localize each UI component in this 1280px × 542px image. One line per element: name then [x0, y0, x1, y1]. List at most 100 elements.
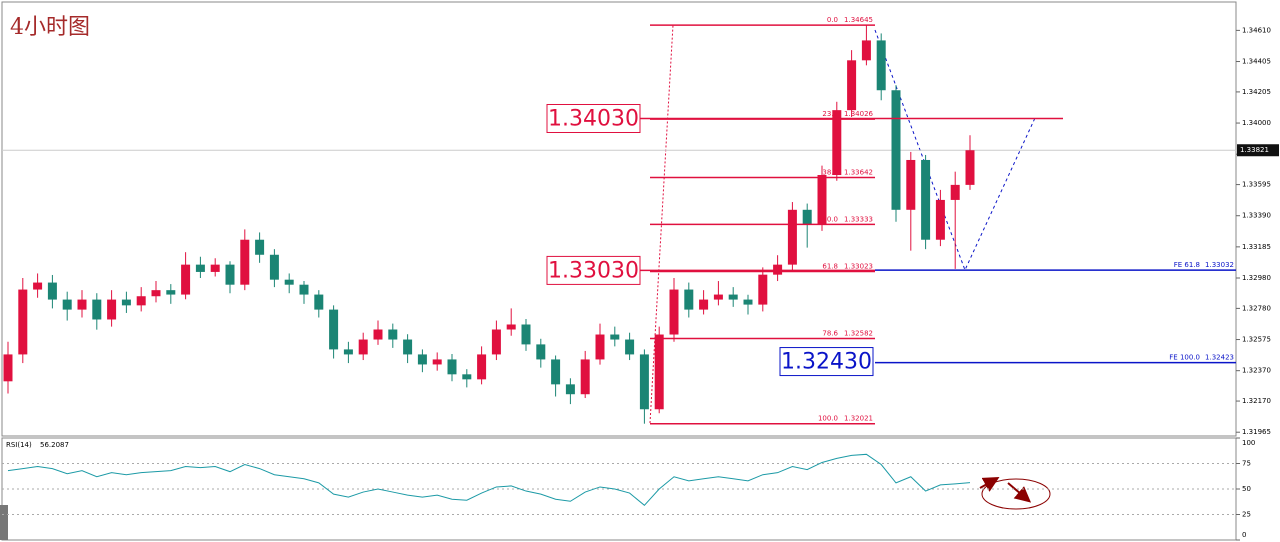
candle-body: [107, 299, 117, 320]
candle-body: [965, 150, 975, 185]
y-tick-label: 1.33595: [1242, 181, 1271, 189]
candle-body: [47, 282, 57, 300]
candle-body: [151, 290, 161, 297]
candle-body: [136, 296, 146, 306]
level-label: 1.33030: [548, 258, 639, 283]
candle-body: [876, 40, 886, 91]
fib-level: 38.2: [822, 168, 838, 176]
candle-body: [284, 279, 294, 285]
y-tick-label: 1.33185: [1242, 243, 1271, 251]
candle-body: [491, 329, 501, 355]
y-tick-label: 1.34205: [1242, 88, 1271, 96]
y-tick-label: 1.32780: [1242, 304, 1271, 312]
rsi-current: 56.2087: [40, 441, 69, 449]
y-tick-label: 1.34610: [1242, 26, 1271, 34]
candle-body: [388, 329, 398, 340]
y-tick-label: 1.32980: [1242, 274, 1271, 282]
candle-body: [847, 60, 857, 111]
candle-body: [462, 374, 472, 380]
candle-body: [906, 159, 916, 210]
candle-body: [195, 264, 205, 272]
fib-price: 1.33023: [844, 262, 873, 270]
candle-body: [18, 289, 28, 355]
candle-body: [669, 289, 679, 335]
y-tick-label: 1.31965: [1242, 428, 1271, 436]
fib-level: 50.0: [822, 215, 838, 223]
candle-body: [343, 349, 353, 355]
fib-level: 61.8: [822, 262, 838, 270]
main-panel: [1, 1, 1237, 437]
candle-body: [773, 264, 783, 275]
candle-body: [891, 90, 901, 210]
candle-body: [447, 359, 457, 375]
candle-body: [950, 184, 960, 200]
candle-body: [358, 339, 368, 355]
candle-body: [817, 175, 827, 225]
candle-body: [654, 334, 664, 410]
fib-level: 100.0: [818, 415, 838, 423]
candle-body: [166, 290, 176, 295]
candle-body: [758, 274, 768, 305]
fe-price: 1.32423: [1205, 354, 1234, 362]
candle-body: [802, 209, 812, 225]
fib-price: 1.34026: [844, 110, 873, 118]
y-tick-label: 1.34000: [1242, 119, 1271, 127]
level-box: [546, 103, 641, 133]
candle-body: [639, 354, 649, 410]
candle-body: [861, 40, 871, 61]
candle-body: [728, 294, 738, 300]
candle-body: [477, 354, 487, 380]
rsi-tick-label: 0: [1242, 531, 1246, 539]
rsi-tick-label: 50: [1242, 485, 1251, 493]
candle-body: [713, 294, 723, 300]
chart-title: 4小时图: [10, 15, 90, 40]
fib-price: 1.33333: [844, 215, 873, 223]
price-tag: [1237, 144, 1279, 157]
fib-price: 1.32582: [844, 329, 873, 337]
candle-body: [121, 299, 131, 306]
y-tick-label: 1.32575: [1242, 336, 1271, 344]
candle-body: [3, 354, 13, 382]
candle-body: [33, 282, 43, 290]
level-box: [546, 255, 641, 285]
candle-body: [373, 329, 383, 340]
level-label: 1.32430: [781, 350, 872, 375]
candle-body: [832, 110, 842, 176]
candle-body: [62, 299, 72, 310]
candle-body: [417, 354, 427, 365]
candle-body: [684, 289, 694, 310]
candle-body: [181, 264, 191, 295]
candle-body: [787, 209, 797, 265]
candle-body: [225, 264, 235, 285]
rsi-tick-label: 25: [1242, 511, 1251, 519]
arrow-down: [1007, 482, 1032, 503]
y-tick-label: 1.34405: [1242, 58, 1271, 66]
fib-level: 23.6: [822, 110, 838, 118]
candle-body: [935, 199, 945, 240]
candle-body: [536, 344, 546, 360]
fib-anchor-line: [649, 24, 674, 424]
candle-body: [580, 359, 590, 395]
candle-body: [625, 339, 635, 355]
candle-body: [551, 359, 561, 385]
fib-price: 1.34645: [844, 16, 873, 24]
y-tick-label: 1.32170: [1242, 397, 1271, 405]
candle-body: [921, 159, 931, 240]
candle-body: [432, 359, 442, 365]
candle-body: [210, 264, 220, 272]
fib-price: 1.33642: [844, 168, 873, 176]
candle-body: [329, 309, 339, 350]
candle-body: [610, 334, 620, 340]
candle-body: [506, 324, 516, 330]
candle-body: [743, 299, 753, 305]
candle-body: [255, 239, 265, 255]
projection-path: [874, 29, 1036, 272]
y-tick-label: 1.33390: [1242, 212, 1271, 220]
candle-body: [299, 284, 309, 295]
fe-price: 1.33032: [1205, 261, 1234, 269]
rsi-line: [7, 453, 971, 507]
candle-body: [403, 339, 413, 355]
scroll-handle: [0, 505, 8, 540]
candle-body: [565, 384, 575, 395]
